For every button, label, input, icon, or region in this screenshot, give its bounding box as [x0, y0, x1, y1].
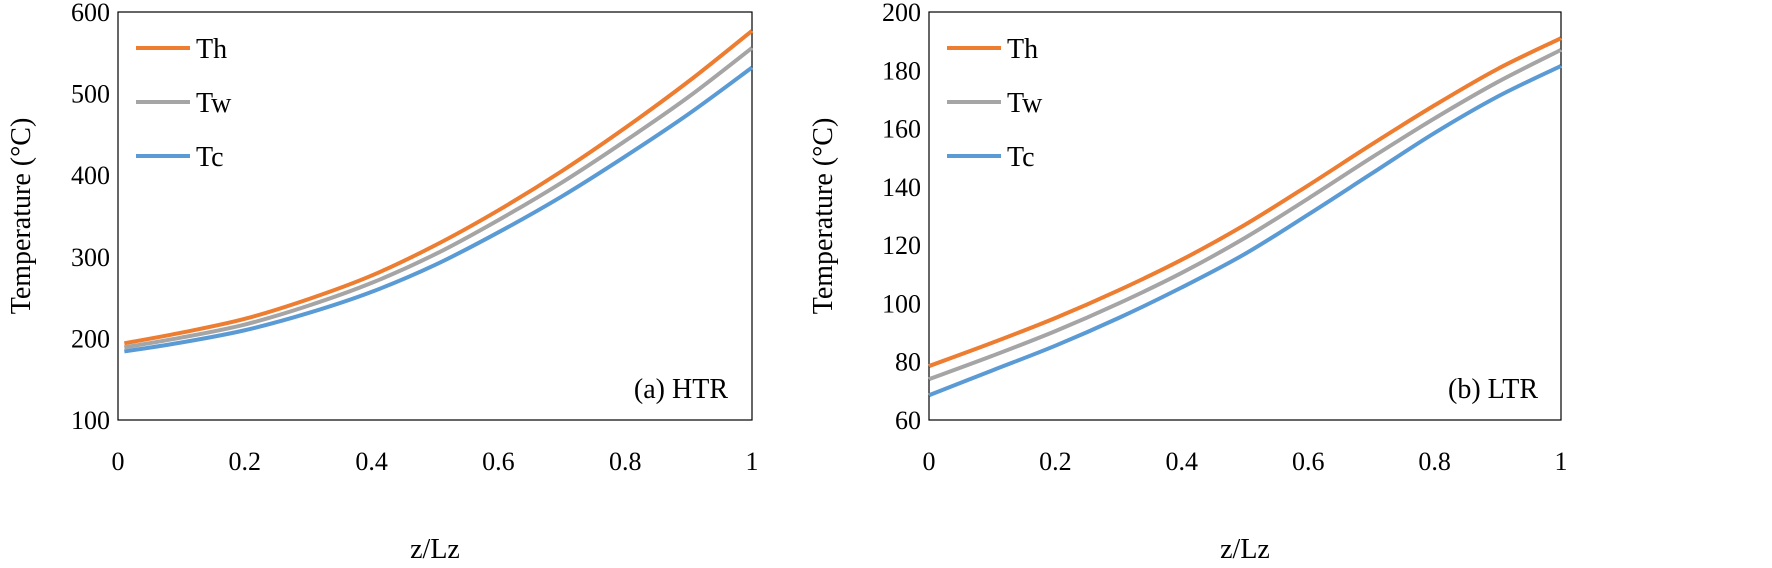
series-lines-htr — [123, 29, 754, 354]
legend-htr: Th Tw Tc — [136, 34, 232, 173]
legend-label-tw-htr: Tw — [196, 88, 232, 119]
y-tick-label-ltr: 180 — [882, 56, 921, 85]
y-tick-label-ltr: 80 — [895, 348, 921, 377]
x-tick-label-htr: 0.8 — [609, 447, 642, 476]
x-tick-label-ltr: 0.6 — [1292, 447, 1325, 476]
x-axis-label-ltr: z/Lz — [1220, 534, 1270, 563]
x-tick-label-ltr: 0.2 — [1039, 447, 1072, 476]
x-tick-label-ltr: 0 — [923, 447, 936, 476]
series-lines-ltr — [928, 36, 1562, 398]
series-line-tc-htr — [124, 65, 754, 354]
y-tick-label-htr: 300 — [71, 243, 110, 272]
x-tick-label-htr: 1 — [746, 447, 759, 476]
x-tick-label-htr: 0.4 — [355, 447, 388, 476]
y-tick-label-ltr: 160 — [882, 115, 921, 144]
x-tick-labels-htr: 0 0.2 0.4 0.6 0.8 1 — [112, 447, 759, 476]
y-axis-label-ltr: Temperature (°C) — [808, 118, 839, 315]
y-tick-label-htr: 600 — [71, 0, 110, 27]
series-line-th-ltr — [928, 36, 1562, 368]
panel-annotation-htr: (a) HTR — [634, 374, 728, 405]
x-tick-label-htr: 0.2 — [229, 447, 262, 476]
y-tick-labels-ltr: 60 80 100 120 140 160 180 200 — [882, 0, 921, 435]
panel-annotation-ltr: (b) LTR — [1448, 374, 1538, 405]
y-tick-label-ltr: 140 — [882, 173, 921, 202]
x-tick-label-htr: 0.6 — [482, 447, 515, 476]
y-tick-label-ltr: 200 — [882, 0, 921, 27]
y-tick-labels-htr: 100 200 300 400 500 600 — [71, 0, 110, 435]
series-line-tw-htr — [124, 46, 754, 350]
legend-label-tw-ltr: Tw — [1007, 88, 1043, 119]
y-axis-label-htr: Temperature (°C) — [6, 118, 37, 315]
y-tick-label-htr: 500 — [71, 80, 110, 109]
y-tick-label-htr: 200 — [71, 324, 110, 353]
y-tick-label-htr: 100 — [71, 406, 110, 435]
x-tick-label-htr: 0 — [112, 447, 125, 476]
series-line-th-htr — [123, 29, 754, 346]
panel-ltr: 60 80 100 120 140 160 180 200 0 0.2 0.4 0.6 0.8 1 Th… — [808, 0, 1568, 565]
plot-area-ltr — [928, 11, 1562, 421]
x-tick-label-ltr: 0.8 — [1418, 447, 1451, 476]
y-tick-label-ltr: 120 — [882, 231, 921, 260]
y-tick-label-htr: 400 — [71, 161, 110, 190]
panel-htr: 100 200 300 400 500 600 0 0.2 0.4 0.6 0.8 1 Th Tw Tc… — [6, 0, 759, 565]
x-tick-label-ltr: 0.4 — [1166, 447, 1199, 476]
plot-area-htr — [117, 11, 753, 421]
legend-label-tc-ltr: Tc — [1007, 142, 1035, 173]
x-axis-label-htr: z/Lz — [410, 534, 460, 563]
series-line-tw-ltr — [928, 48, 1562, 382]
series-line-tc-ltr — [928, 64, 1562, 398]
x-tick-label-ltr: 1 — [1555, 447, 1568, 476]
legend-label-th-htr: Th — [196, 34, 227, 65]
y-tick-label-ltr: 60 — [895, 406, 921, 435]
x-tick-labels-ltr: 0 0.2 0.4 0.6 0.8 1 — [923, 447, 1568, 476]
y-tick-label-ltr: 100 — [882, 289, 921, 318]
legend-label-th-ltr: Th — [1007, 34, 1038, 65]
legend-label-tc-htr: Tc — [196, 142, 224, 173]
legend-ltr: Th Tw Tc — [947, 34, 1043, 173]
